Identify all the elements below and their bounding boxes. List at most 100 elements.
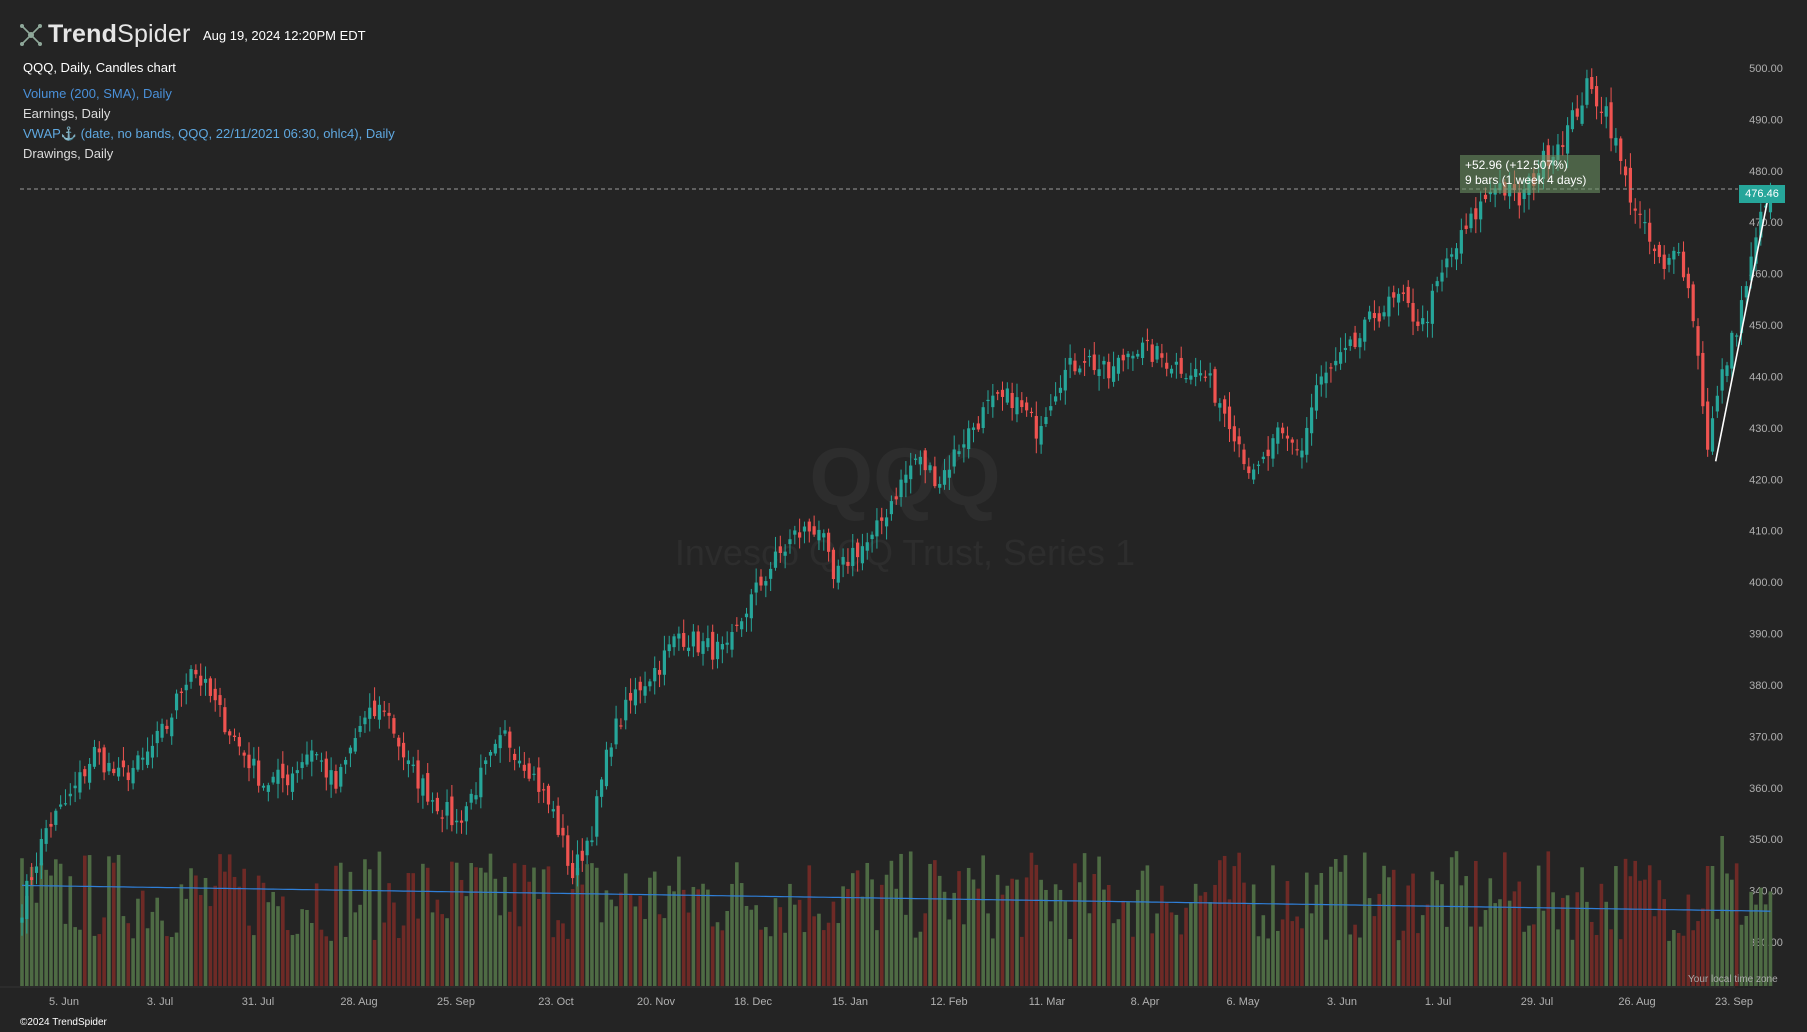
volume-bar	[821, 930, 826, 986]
candle-body	[1271, 438, 1275, 459]
candle-body	[1348, 339, 1352, 346]
timezone-label[interactable]: Your local time zone	[1688, 974, 1778, 985]
volume-bar	[773, 898, 778, 986]
volume-bar	[1198, 895, 1203, 986]
candle-body	[1242, 449, 1246, 465]
candle-body	[686, 647, 691, 651]
volume-bar	[1416, 933, 1420, 986]
volume-bar	[1435, 880, 1439, 986]
volume-bar	[1208, 902, 1212, 986]
measurement-box[interactable]: +52.96 (+12.507%) 9 bars (1 week 4 days)	[1460, 155, 1600, 193]
candle-body	[203, 678, 208, 683]
legend-main-series[interactable]: QQQ, Daily, Candles chart	[23, 60, 176, 75]
candle-body	[1010, 392, 1014, 409]
legend-earnings[interactable]: Earnings, Daily	[23, 106, 111, 121]
candle-body	[165, 725, 169, 730]
x-tick-label: 6. May	[1226, 996, 1260, 1008]
volume-bar	[1517, 881, 1522, 986]
volume-bar	[1759, 887, 1763, 986]
volume-bar	[1580, 867, 1584, 986]
candle-body	[1575, 108, 1579, 117]
x-tick-label: 8. Apr	[1131, 996, 1160, 1008]
candle-body	[1643, 221, 1647, 224]
candle-body	[1203, 376, 1207, 378]
candle-body	[286, 774, 290, 786]
candle-body	[131, 767, 135, 784]
volume-bar	[730, 883, 734, 986]
volume-bar	[768, 936, 773, 986]
candle-body	[628, 692, 633, 701]
candle-body	[488, 751, 493, 756]
candle-body	[730, 632, 734, 650]
candle-body	[92, 746, 97, 767]
volume-bar	[1440, 884, 1444, 986]
volume-bar	[710, 926, 715, 986]
candle-body	[1150, 344, 1154, 362]
legend-drawings[interactable]: Drawings, Daily	[23, 146, 114, 161]
volume-bar	[358, 904, 362, 986]
candle-body	[363, 717, 367, 725]
candle-body	[865, 542, 869, 551]
candle-body	[928, 465, 932, 471]
candle-body	[170, 717, 174, 737]
legend-vwap[interactable]: VWAP⚓ (date, no bands, QQQ, 22/11/2021 0…	[23, 126, 395, 141]
candle-body	[884, 517, 889, 527]
volume-bar	[488, 853, 493, 986]
x-tick-label: 20. Nov	[637, 996, 675, 1008]
volume-bar	[1160, 885, 1164, 986]
candle-body	[657, 669, 662, 675]
candle-body	[49, 823, 53, 827]
candle-body	[643, 686, 647, 696]
volume-bar	[1705, 866, 1710, 986]
candle-body	[682, 632, 686, 647]
volume-bar	[594, 867, 599, 986]
volume-bar	[1686, 894, 1691, 986]
volume-bar	[1145, 865, 1150, 986]
x-tick-label: 3. Jul	[147, 996, 173, 1008]
candle-body	[1672, 250, 1676, 260]
volume-bar	[1290, 921, 1295, 986]
candle-body	[1421, 318, 1425, 325]
volume-bar	[1044, 889, 1048, 986]
y-tick-label: 360.00	[1749, 783, 1783, 795]
volume-bar	[1681, 935, 1686, 986]
candle-body	[228, 731, 232, 736]
volume-bar	[237, 886, 242, 986]
volume-bar	[1710, 866, 1715, 986]
candle-body	[1667, 257, 1671, 265]
candle-body	[1363, 319, 1367, 342]
candle-body	[1749, 256, 1753, 281]
candle-body	[145, 751, 150, 765]
candle-body	[232, 735, 237, 738]
volume-bar	[855, 870, 860, 986]
candle-body	[933, 466, 937, 487]
volume-bar	[34, 902, 39, 986]
candle-body	[1049, 406, 1053, 411]
volume-bar	[754, 905, 758, 986]
candle-body	[1696, 326, 1700, 356]
candle-body	[39, 839, 43, 866]
volume-bar	[715, 922, 720, 986]
volume-bar	[1135, 889, 1140, 986]
y-tick-label: 500.00	[1749, 63, 1783, 75]
volume-bar	[1657, 880, 1662, 986]
candle-body	[97, 748, 101, 753]
volume-bar	[1097, 856, 1101, 986]
candle-body	[1382, 312, 1386, 317]
legend-volume[interactable]: Volume (200, SMA), Daily	[23, 86, 172, 101]
volume-bar	[1116, 919, 1121, 986]
candle-body	[1710, 418, 1715, 452]
y-tick-label: 390.00	[1749, 629, 1783, 641]
volume-bar	[281, 896, 285, 986]
candle-body	[1454, 248, 1459, 260]
candle-body	[1411, 302, 1415, 322]
volume-bar	[1638, 880, 1642, 986]
candle-body	[1208, 373, 1212, 376]
volume-bar	[39, 863, 44, 986]
volume-bar	[1309, 913, 1314, 986]
volume-bar	[565, 938, 570, 986]
candle-body	[1392, 292, 1396, 298]
volume-bar	[778, 907, 783, 986]
volume-bar	[1285, 881, 1290, 986]
